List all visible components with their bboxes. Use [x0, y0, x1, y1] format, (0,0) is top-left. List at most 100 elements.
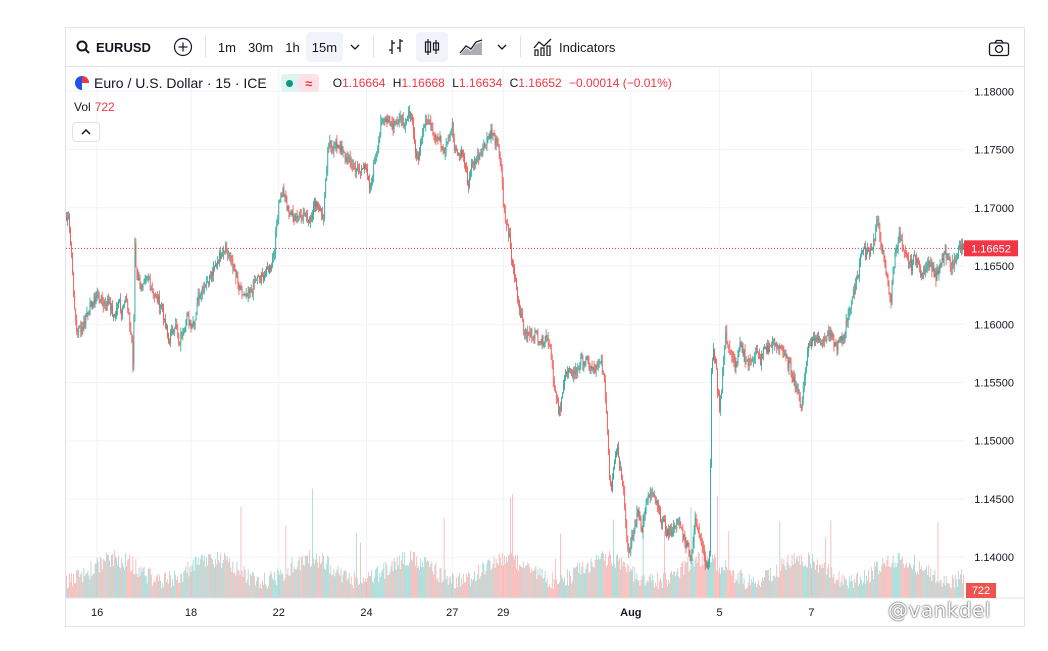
candle-body [209, 274, 210, 285]
compare-symbol-button[interactable] [167, 32, 199, 62]
volume-bar [645, 582, 647, 598]
candle-body [284, 194, 286, 197]
volume-bar [112, 553, 113, 598]
candle-body [222, 253, 223, 257]
candle-body [291, 211, 293, 215]
status-pill[interactable]: ≈ [280, 74, 319, 92]
interval-1h[interactable]: 1h [285, 39, 300, 55]
volume-bar [871, 566, 873, 598]
candle-body [265, 273, 266, 276]
price-chart[interactable]: 1.180001.175001.170001.165001.160001.155… [66, 28, 1024, 626]
instrument-title[interactable]: Euro / U.S. Dollar · 15 · ICE [94, 75, 267, 91]
candle-body [513, 266, 514, 268]
volume-bar [787, 554, 789, 598]
candle-body [764, 347, 765, 349]
candle-body [121, 310, 122, 316]
volume-bar [294, 568, 296, 598]
volume-bar [671, 571, 672, 598]
time-tick: 29 [497, 607, 509, 619]
volume-bar [626, 572, 628, 598]
candle-body [234, 264, 236, 272]
volume-bar [715, 557, 716, 598]
volume-bar [424, 557, 426, 598]
candle-body [643, 514, 645, 521]
indicators-button[interactable]: Indicators [527, 32, 621, 62]
time-axis[interactable]: 16 18 22 24 27 29 Aug 5 7 [66, 597, 1024, 619]
volume-bar [595, 554, 597, 598]
bars-style-button[interactable] [380, 32, 412, 62]
candle-body [205, 282, 207, 288]
candle-body [263, 274, 264, 281]
candle-body [211, 272, 212, 277]
volume-bar [739, 570, 741, 598]
market-open-indicator [280, 74, 299, 92]
volume-bar [324, 568, 326, 598]
volume-bar [347, 578, 349, 598]
volume-bar [777, 576, 779, 598]
candles-style-button[interactable] [416, 32, 449, 62]
candle-body [128, 308, 130, 313]
symbol-name: EURUSD [96, 39, 151, 55]
snapshot-button[interactable] [982, 33, 1016, 63]
volume-bar [559, 581, 560, 598]
candle-body [166, 326, 167, 328]
candle-body [200, 294, 202, 296]
candle-body [929, 264, 931, 267]
volume-bar [869, 582, 870, 598]
interval-15m[interactable]: 15m [305, 32, 344, 62]
area-style-button[interactable] [452, 32, 490, 62]
candle-body [308, 219, 309, 223]
volume-bar [397, 565, 399, 598]
volume-bar [855, 574, 857, 598]
candle-body [593, 367, 595, 370]
bar-chart-icon [389, 39, 404, 54]
price-axis[interactable]: 1.180001.175001.170001.165001.160001.155… [974, 86, 1014, 564]
interval-dropdown-button[interactable] [343, 32, 367, 62]
chart-type-dropdown-button[interactable] [490, 32, 514, 62]
candle-body [889, 294, 891, 300]
volume-bar [373, 582, 375, 598]
volume-bar [874, 561, 876, 598]
volume-bar [440, 568, 442, 598]
candle-body [416, 152, 417, 158]
volume-bar [779, 521, 781, 598]
volume-bar [524, 568, 526, 598]
candle-body [903, 249, 905, 253]
volume-bar [354, 576, 356, 598]
candle-body [282, 187, 284, 197]
candle-body [369, 180, 370, 188]
candle-body [148, 276, 150, 281]
time-tick: 16 [91, 607, 103, 619]
symbol-search-button[interactable]: EURUSD [66, 32, 157, 62]
last-price-label: 1.16652 [964, 240, 1018, 257]
interval-1m[interactable]: 1m [217, 39, 236, 55]
candle-body [955, 259, 957, 262]
volume-bar [796, 556, 798, 598]
volume-bar [266, 586, 267, 598]
volume-bar [957, 586, 958, 598]
candle-body [810, 344, 811, 346]
volume-bar [572, 580, 574, 598]
volume-bar [125, 552, 127, 598]
candle-body [125, 296, 127, 303]
volume-bar [68, 587, 69, 598]
candle-body [720, 397, 721, 411]
volume-bar [932, 574, 934, 598]
volume-bar [155, 576, 157, 598]
candle-body [908, 257, 909, 265]
volume-legend: Vol 722 [74, 100, 115, 114]
volume-bar [951, 574, 953, 598]
collapse-legend-button[interactable] [72, 122, 100, 142]
volume-bar [630, 568, 632, 598]
interval-30m[interactable]: 30m [247, 39, 274, 55]
candle-body [87, 312, 89, 315]
candle-body [515, 277, 516, 279]
volume-bar [394, 561, 396, 598]
candle-body [479, 154, 481, 160]
candle-body [682, 529, 684, 539]
volume-bar [134, 574, 136, 598]
volume-bar [865, 584, 866, 598]
candle-body [447, 137, 449, 144]
divider [373, 36, 375, 58]
volume-bar [611, 563, 612, 598]
